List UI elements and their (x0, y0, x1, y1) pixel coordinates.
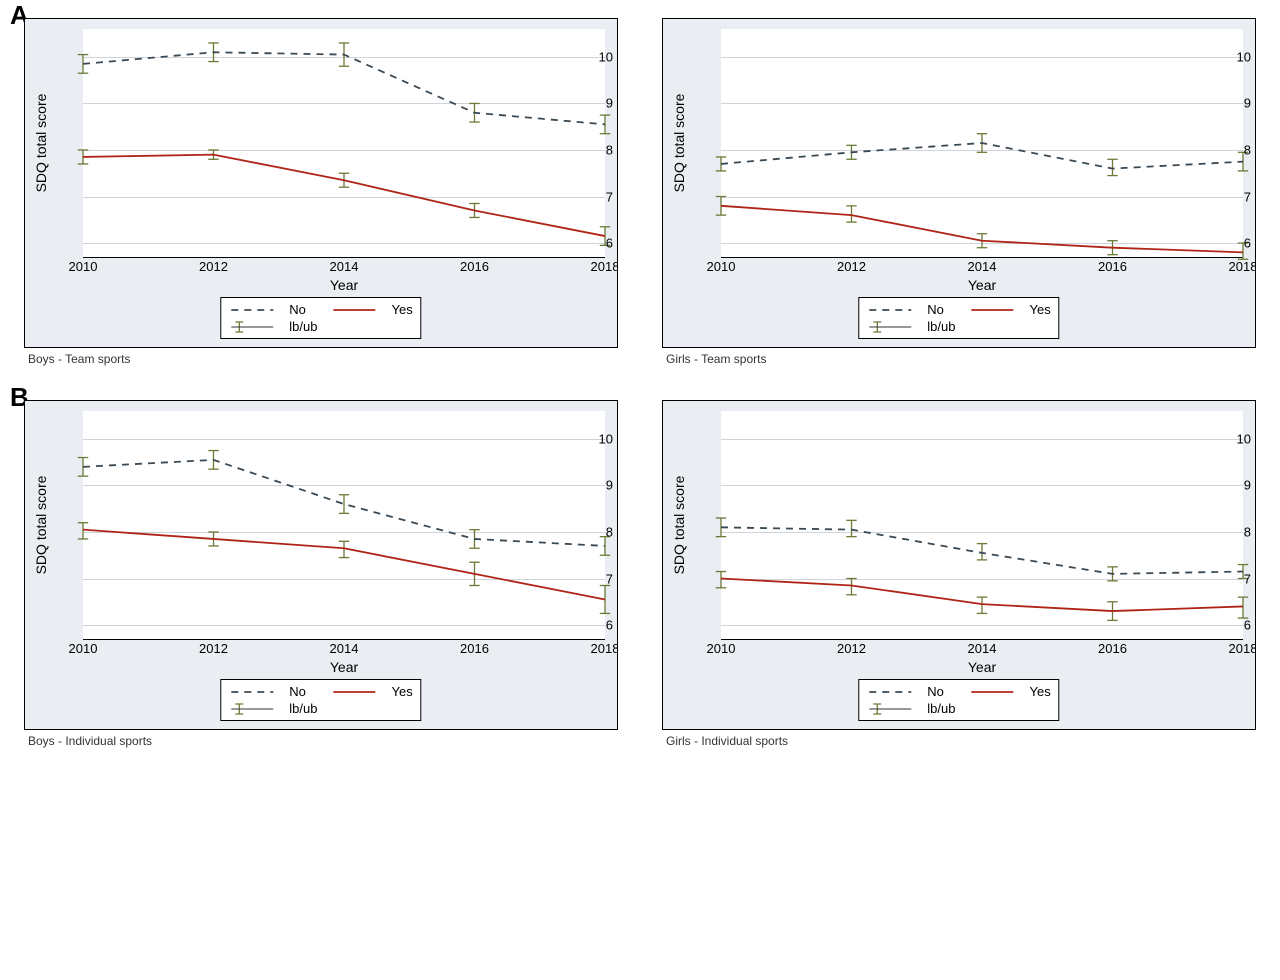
plot-region: 6 7 8 9 10 2010 2012 2014 2016 2018 Year SDQ total … (662, 18, 1256, 348)
y-tick-label: 7 (561, 571, 613, 586)
panel-girls-individual: 6 7 8 9 10 2010 2012 2014 2016 2018 Year SDQ total … (662, 400, 1256, 748)
x-tick-label: 2012 (837, 641, 866, 656)
x-tick-label: 2014 (968, 641, 997, 656)
x-axis-label: Year (968, 277, 996, 293)
legend-no-label: No (927, 684, 955, 699)
x-tick-label: 2014 (968, 259, 997, 274)
legend-swatch-no (867, 304, 913, 316)
x-tick-label: 2016 (460, 259, 489, 274)
legend-lbub-label: lb/ub (927, 319, 955, 334)
y-tick-label: 10 (1199, 49, 1251, 64)
legend-yes-label: Yes (1029, 302, 1050, 317)
inner-plot (721, 411, 1243, 640)
y-tick-label: 8 (1199, 524, 1251, 539)
inner-plot (83, 29, 605, 258)
series-line (83, 155, 605, 236)
legend-swatch-no (867, 686, 913, 698)
y-tick-label: 8 (1199, 142, 1251, 157)
y-tick-label: 10 (561, 431, 613, 446)
y-tick-label: 9 (561, 478, 613, 493)
y-tick-label: 7 (1199, 189, 1251, 204)
lines-layer (83, 29, 605, 257)
legend: No Yes lb/ub (220, 297, 421, 339)
x-tick-label: 2010 (707, 259, 736, 274)
inner-plot (83, 411, 605, 640)
legend-no-label: No (289, 684, 317, 699)
x-tick-label: 2012 (837, 259, 866, 274)
legend-no-label: No (927, 302, 955, 317)
panel-girls-team: 6 7 8 9 10 2010 2012 2014 2016 2018 Year SDQ total … (662, 18, 1256, 366)
legend: No Yes lb/ub (858, 297, 1059, 339)
legend-swatch-no (229, 686, 275, 698)
x-tick-label: 2016 (1098, 259, 1127, 274)
legend-yes-label: Yes (391, 684, 412, 699)
lines-layer (721, 29, 1243, 257)
y-tick-label: 8 (561, 524, 613, 539)
lines-layer (721, 411, 1243, 639)
x-tick-label: 2010 (707, 641, 736, 656)
y-axis-label: SDQ total score (33, 476, 49, 575)
y-tick-label: 6 (561, 236, 613, 251)
y-tick-label: 7 (561, 189, 613, 204)
series-line (83, 530, 605, 600)
panel-subtitle: Girls - Individual sports (666, 734, 1256, 748)
x-tick-label: 2014 (330, 641, 359, 656)
x-tick-label: 2010 (69, 641, 98, 656)
plot-region: 6 7 8 9 10 2010 2012 2014 2016 2018 Year SDQ total … (24, 18, 618, 348)
x-tick-label: 2016 (1098, 641, 1127, 656)
x-tick-label: 2018 (591, 641, 618, 656)
y-tick-label: 7 (1199, 571, 1251, 586)
y-tick-label: 8 (561, 142, 613, 157)
y-axis-label: SDQ total score (33, 94, 49, 193)
legend-swatch-yes (969, 686, 1015, 698)
legend-swatch-yes (331, 686, 377, 698)
panel-subtitle: Boys - Individual sports (28, 734, 618, 748)
legend-swatch-lbub (229, 320, 275, 334)
legend-swatch-lbub (867, 702, 913, 716)
y-tick-label: 6 (1199, 618, 1251, 633)
legend-swatch-lbub (229, 702, 275, 716)
y-tick-label: 6 (1199, 236, 1251, 251)
inner-plot (721, 29, 1243, 258)
legend: No Yes lb/ub (858, 679, 1059, 721)
x-tick-label: 2018 (1229, 641, 1256, 656)
y-tick-label: 6 (561, 618, 613, 633)
panel-subtitle: Boys - Team sports (28, 352, 618, 366)
plot-region: 6 7 8 9 10 2010 2012 2014 2016 2018 Year SDQ total … (24, 400, 618, 730)
x-tick-label: 2018 (591, 259, 618, 274)
x-tick-label: 2014 (330, 259, 359, 274)
y-tick-label: 10 (1199, 431, 1251, 446)
lines-layer (83, 411, 605, 639)
legend-swatch-yes (331, 304, 377, 316)
y-tick-label: 9 (561, 96, 613, 111)
y-tick-label: 10 (561, 49, 613, 64)
x-axis-label: Year (330, 659, 358, 675)
figure-grid: A 67891020102012201420162018YearSDQ tota… (24, 18, 1256, 748)
legend-yes-label: Yes (1029, 684, 1050, 699)
x-tick-label: 2010 (69, 259, 98, 274)
x-tick-label: 2012 (199, 641, 228, 656)
legend-swatch-yes (969, 304, 1015, 316)
legend-swatch-lbub (867, 320, 913, 334)
legend-lbub-label: lb/ub (289, 319, 317, 334)
x-tick-label: 2012 (199, 259, 228, 274)
x-axis-label: Year (330, 277, 358, 293)
x-axis-label: Year (968, 659, 996, 675)
y-tick-label: 9 (1199, 96, 1251, 111)
legend-yes-label: Yes (391, 302, 412, 317)
y-axis-label: SDQ total score (671, 94, 687, 193)
x-tick-label: 2018 (1229, 259, 1256, 274)
plot-region: 6 7 8 9 10 2010 2012 2014 2016 2018 Year SDQ total … (662, 400, 1256, 730)
legend-lbub-label: lb/ub (927, 701, 955, 716)
legend-lbub-label: lb/ub (289, 701, 317, 716)
legend: No Yes lb/ub (220, 679, 421, 721)
panel-boys-team: A 67891020102012201420162018YearSDQ tota… (24, 18, 618, 366)
y-tick-label: 9 (1199, 478, 1251, 493)
x-tick-label: 2016 (460, 641, 489, 656)
legend-swatch-no (229, 304, 275, 316)
y-axis-label: SDQ total score (671, 476, 687, 575)
panel-subtitle: Girls - Team sports (666, 352, 1256, 366)
panel-boys-individual: B 67891020102012201420162018YearSDQ tota… (24, 400, 618, 748)
legend-no-label: No (289, 302, 317, 317)
